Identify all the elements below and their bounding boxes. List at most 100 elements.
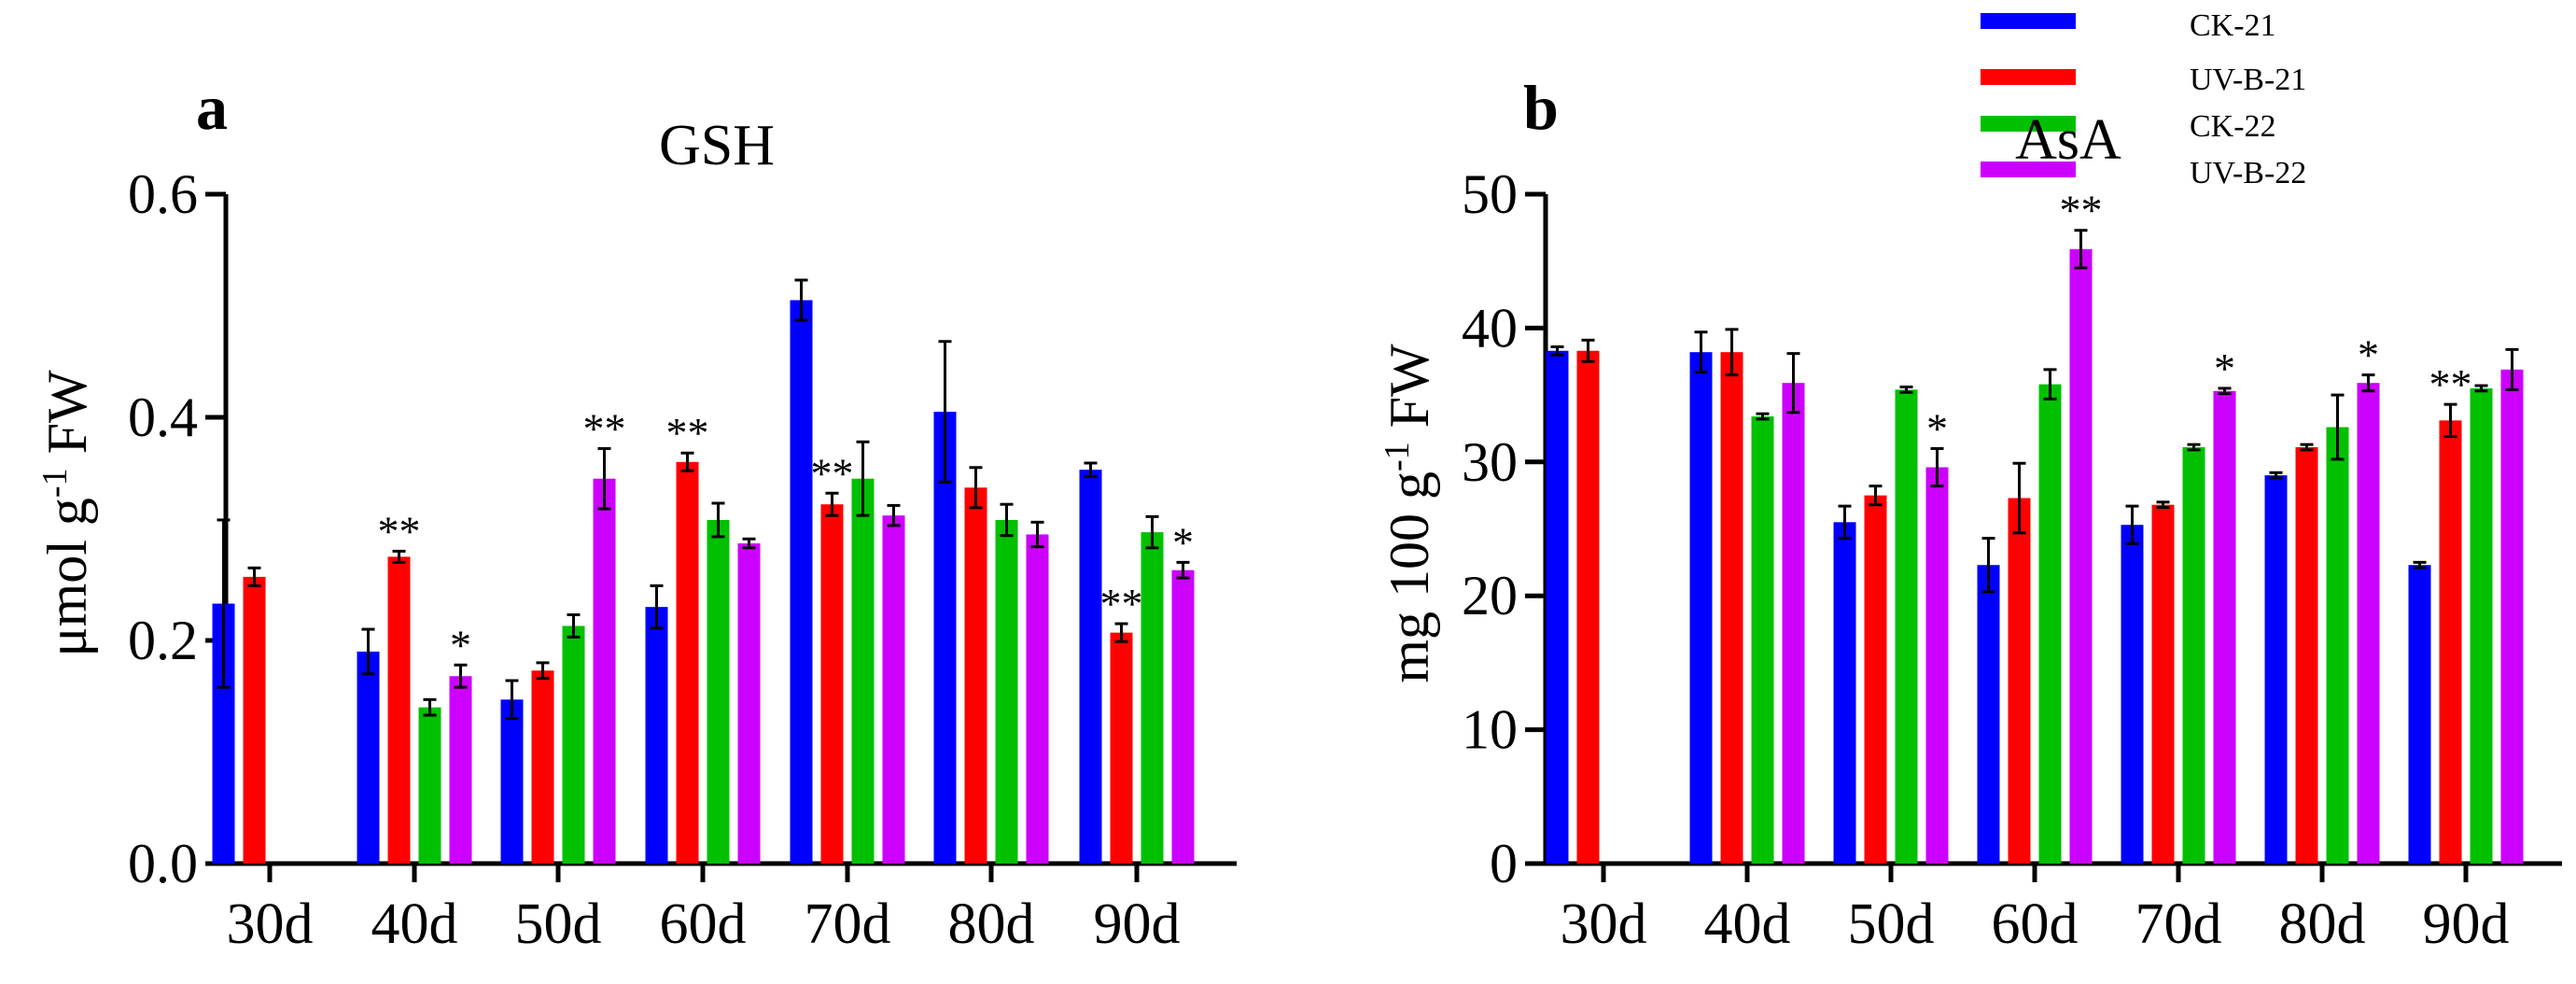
bar bbox=[449, 676, 472, 864]
bar bbox=[2008, 498, 2031, 864]
bar bbox=[2121, 525, 2144, 864]
bar bbox=[562, 626, 585, 864]
y-tick-label: 40 bbox=[1462, 297, 1518, 358]
bar bbox=[707, 519, 730, 864]
bar bbox=[1925, 467, 1949, 864]
y-tick-label: 30 bbox=[1462, 431, 1518, 493]
chart-title-gsh: GSH bbox=[659, 114, 775, 177]
bar bbox=[2038, 384, 2062, 864]
legend-swatch-ck21 bbox=[1981, 13, 2076, 29]
x-tick-label: 80d bbox=[2279, 893, 2366, 956]
legend-label-uvb22: UV-B-22 bbox=[2190, 156, 2306, 190]
bar bbox=[676, 461, 699, 864]
legend: CK-21 UV-B-21 CK-22 UV-B-22 bbox=[1981, 8, 2306, 190]
bar bbox=[2213, 390, 2236, 864]
significance-mark: * bbox=[1926, 404, 1948, 452]
bar bbox=[737, 543, 761, 864]
x-tick-label: 50d bbox=[515, 893, 602, 956]
x-tick-label: 80d bbox=[948, 893, 1035, 956]
bar bbox=[418, 707, 441, 864]
significance-mark: * bbox=[450, 621, 471, 668]
panel-b-asa: b AsA mg 100 g-1 FW 0 10 20 30 40 50 30d 40d 50d… bbox=[1378, 72, 2562, 956]
y-axis-label-asa: mg 100 g-1 FW bbox=[1378, 344, 1440, 683]
y-tick-label: 0.6 bbox=[128, 163, 198, 225]
bar bbox=[531, 670, 554, 864]
bar bbox=[645, 607, 668, 864]
x-tick-label: 40d bbox=[371, 893, 458, 956]
legend-label-uvb21: UV-B-21 bbox=[2190, 63, 2306, 97]
bar bbox=[1782, 383, 1805, 865]
significance-mark: * bbox=[2358, 331, 2379, 379]
bar bbox=[357, 651, 380, 864]
bar bbox=[1079, 470, 1102, 864]
y-tick-label: 20 bbox=[1462, 565, 1518, 626]
bar bbox=[851, 478, 875, 864]
panel-a-gsh: a GSH μmol g-1 FW 0.0 0.2 0.4 0.6 30d 40d 50d 6… bbox=[35, 72, 1237, 956]
y-tick-label: 0.4 bbox=[128, 387, 198, 448]
significance-mark: ** bbox=[2429, 360, 2472, 408]
bar bbox=[1576, 350, 1600, 864]
y-axis-label-tail: FW bbox=[36, 370, 98, 468]
bar bbox=[1689, 352, 1713, 864]
bar bbox=[2295, 447, 2318, 864]
panel-label-b: b bbox=[1523, 72, 1559, 143]
panel-label-a: a bbox=[196, 72, 228, 143]
significance-mark: ** bbox=[1100, 580, 1143, 627]
y-axis-label-gsh: μmol g-1 FW bbox=[35, 370, 98, 657]
y-tick-label: 10 bbox=[1462, 699, 1518, 761]
bar bbox=[1026, 534, 1049, 864]
legend-item-uvb22: UV-B-22 bbox=[1981, 156, 2306, 190]
bar bbox=[243, 576, 266, 864]
bar bbox=[2326, 427, 2349, 864]
significance-mark: * bbox=[2214, 344, 2235, 392]
bar bbox=[2500, 369, 2524, 864]
bar bbox=[2151, 504, 2175, 864]
x-tick-label: 90d bbox=[1094, 893, 1181, 956]
x-tick-label: 60d bbox=[660, 893, 747, 956]
x-tick-label: 60d bbox=[1992, 893, 2079, 956]
bar bbox=[1171, 569, 1195, 864]
bar bbox=[790, 300, 813, 864]
bar bbox=[882, 515, 905, 864]
y-axis-label-tail: FW bbox=[1379, 344, 1440, 442]
bar bbox=[1751, 416, 1774, 864]
legend-label-ck21: CK-21 bbox=[2190, 8, 2276, 43]
significance-mark: ** bbox=[2060, 187, 2103, 234]
bar bbox=[2182, 447, 2205, 864]
bar bbox=[1895, 389, 1918, 864]
bar bbox=[2470, 387, 2493, 864]
bar bbox=[2408, 565, 2431, 864]
x-tick-label: 50d bbox=[1848, 893, 1935, 956]
significance-mark: ** bbox=[378, 507, 421, 555]
bar bbox=[1833, 522, 1856, 864]
legend-swatch-ck22 bbox=[1981, 116, 2076, 132]
legend-item-uvb21: UV-B-21 bbox=[1981, 63, 2306, 97]
bar bbox=[1546, 350, 1569, 864]
bar bbox=[933, 412, 957, 864]
y-axis-label-main: mg 100 g bbox=[1379, 471, 1440, 683]
significance-mark: ** bbox=[811, 449, 854, 497]
bar bbox=[2439, 420, 2462, 864]
y-tick-label: 0 bbox=[1490, 833, 1518, 894]
legend-label-ck22: CK-22 bbox=[2190, 109, 2276, 144]
chart-title-asa: AsA bbox=[2015, 108, 2121, 172]
bar bbox=[2069, 248, 2093, 864]
y-tick-label: 0.2 bbox=[128, 610, 198, 671]
bar bbox=[500, 699, 524, 864]
y-tick-label: 0.0 bbox=[128, 833, 198, 894]
y-tick-label: 50 bbox=[1462, 163, 1518, 225]
x-tick-label: 70d bbox=[805, 893, 891, 956]
x-tick-label: 90d bbox=[2423, 893, 2510, 956]
x-tick-label: 30d bbox=[1561, 893, 1647, 956]
significance-mark: * bbox=[1172, 518, 1194, 566]
legend-swatch-uvb21 bbox=[1981, 69, 2076, 85]
bar bbox=[2357, 383, 2380, 865]
bar bbox=[1977, 565, 2000, 864]
bar bbox=[2264, 475, 2288, 864]
y-axis-label-sup: -1 bbox=[1378, 442, 1417, 471]
legend-swatch-uvb22 bbox=[1981, 162, 2076, 177]
significance-mark: ** bbox=[666, 409, 709, 457]
significance-mark: ** bbox=[583, 404, 626, 452]
